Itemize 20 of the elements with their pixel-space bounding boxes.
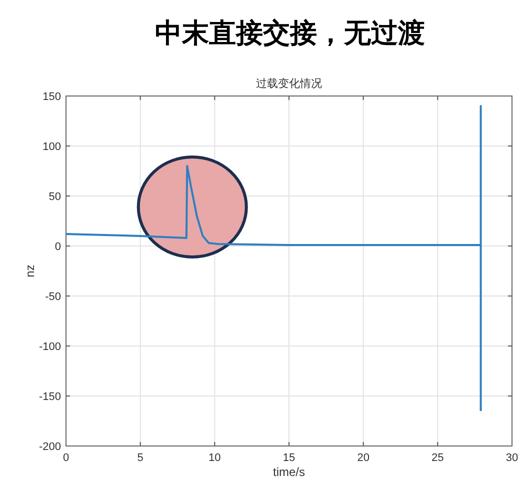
x-tick-label: 5 bbox=[137, 452, 144, 464]
x-tick-label: 10 bbox=[208, 452, 221, 464]
x-tick-label: 20 bbox=[357, 452, 370, 464]
chart-subtitle: 过载变化情况 bbox=[256, 77, 322, 90]
y-tick-label: 150 bbox=[42, 91, 61, 103]
x-tick-label: 15 bbox=[282, 452, 296, 464]
y-tick-label: -50 bbox=[45, 291, 61, 303]
y-tick-label: -150 bbox=[38, 391, 61, 403]
y-tick-label: -100 bbox=[38, 341, 61, 353]
x-tick-label: 0 bbox=[62, 452, 70, 464]
x-axis-title: time/s bbox=[272, 465, 306, 479]
y-tick-label: 100 bbox=[42, 141, 61, 153]
y-tick-label: 50 bbox=[48, 191, 61, 203]
chart-title: 中末直接交接，无过渡 bbox=[155, 18, 425, 48]
x-tick-label: 25 bbox=[432, 452, 444, 464]
line-series bbox=[65, 105, 482, 412]
x-tick-label: 30 bbox=[506, 452, 518, 464]
y-tick-label: 0 bbox=[54, 241, 61, 253]
y-axis-title: nz bbox=[23, 264, 37, 278]
y-tick-label: -200 bbox=[38, 441, 61, 453]
